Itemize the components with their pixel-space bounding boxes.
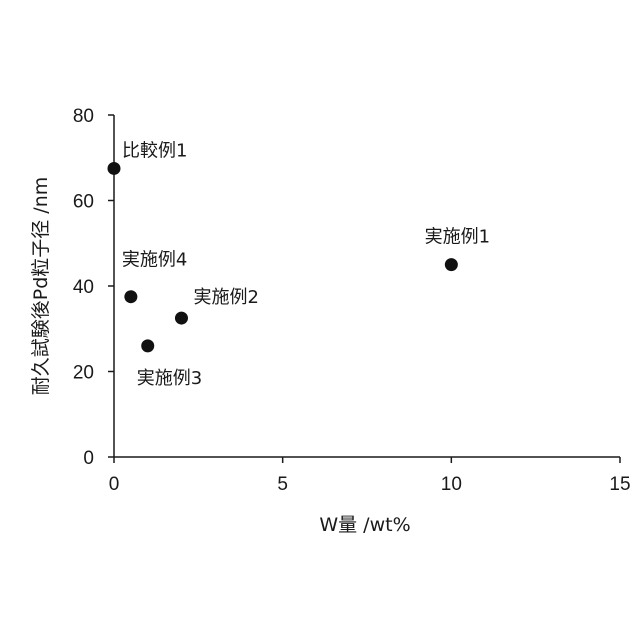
data-label: 実施例2 <box>193 287 258 308</box>
data-label: 比較例1 <box>122 140 187 161</box>
y-tick-label: 40 <box>73 277 94 298</box>
y-tick-label: 80 <box>73 106 94 127</box>
data-label: 実施例1 <box>425 227 490 248</box>
x-tick-label: 0 <box>109 474 120 495</box>
data-point <box>108 162 121 175</box>
y-tick-label: 60 <box>73 192 94 213</box>
x-tick-label: 15 <box>609 474 630 495</box>
data-labels: 比較例1 実施例1 実施例2 実施例3 実施例4 <box>122 140 490 388</box>
data-point <box>445 258 458 271</box>
data-label: 実施例3 <box>137 368 202 389</box>
data-point <box>175 312 188 325</box>
x-axis-title: W量 /wt% <box>319 514 410 536</box>
y-axis-title: 耐久試験後Pd粒子径 /nm <box>30 177 52 396</box>
data-label: 実施例4 <box>122 250 187 271</box>
x-tick-label: 10 <box>441 474 462 495</box>
y-tick-label: 20 <box>73 363 94 384</box>
y-ticks: 0 20 40 60 80 <box>73 106 114 469</box>
data-point <box>141 339 154 352</box>
data-point <box>124 290 137 303</box>
x-ticks: 0 5 10 15 <box>109 457 631 495</box>
axes <box>114 115 620 457</box>
x-tick-label: 5 <box>277 474 288 495</box>
y-tick-label: 0 <box>83 448 94 469</box>
